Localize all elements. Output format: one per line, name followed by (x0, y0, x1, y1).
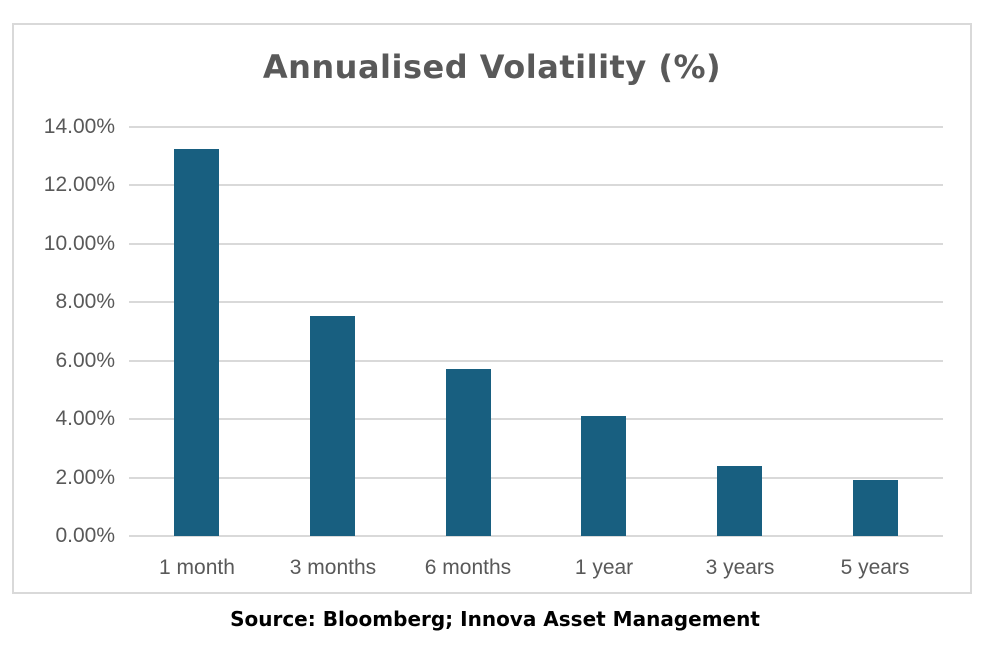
y-axis-tick-label: 8.00% (55, 290, 115, 313)
gridline (129, 360, 943, 362)
x-axis-line (129, 535, 943, 537)
x-axis-label-3-months: 3 months (289, 556, 377, 579)
y-axis-tick-label: 12.00% (43, 173, 115, 196)
y-axis-tick-label: 10.00% (43, 232, 115, 255)
bar-6-months (446, 369, 491, 536)
bar-1-month (174, 149, 219, 536)
source-note: Source: Bloomberg; Innova Asset Manageme… (230, 607, 760, 631)
bar-3-months (310, 316, 355, 536)
gridline (129, 243, 943, 245)
y-axis-tick-label: 2.00% (55, 466, 115, 489)
gridline (129, 184, 943, 186)
bar-5-years (853, 480, 898, 536)
x-axis-label-1-year: 1 year (574, 556, 634, 579)
chart-frame (12, 23, 972, 594)
gridline (129, 301, 943, 303)
x-axis-label-6-months: 6 months (424, 556, 512, 579)
x-axis-label-1-month: 1 month (159, 556, 235, 579)
y-axis-tick-label: 6.00% (55, 349, 115, 372)
chart-title: Annualised Volatility (%) (262, 48, 722, 86)
y-axis-tick-label: 0.00% (55, 524, 115, 547)
gridline (129, 418, 943, 420)
bar-3-years (717, 466, 762, 536)
y-axis-tick-label: 4.00% (55, 407, 115, 430)
gridline (129, 126, 943, 128)
x-axis-label-3-years: 3 years (705, 556, 775, 579)
y-axis-tick-label: 14.00% (43, 115, 115, 138)
bar-1-year (581, 416, 626, 536)
x-axis-label-5-years: 5 years (840, 556, 910, 579)
gridline (129, 477, 943, 479)
